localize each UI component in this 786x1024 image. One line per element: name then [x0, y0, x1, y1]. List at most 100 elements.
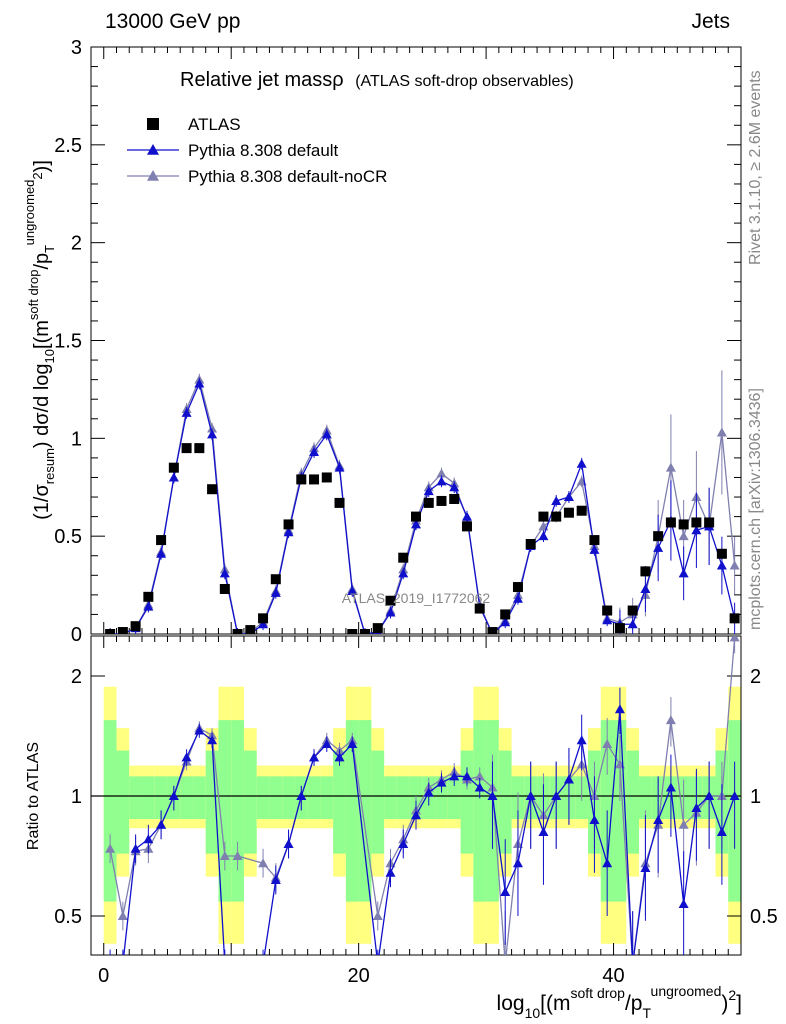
band-green [473, 720, 487, 902]
data-point [398, 839, 409, 848]
data-point [691, 803, 702, 812]
data-point [168, 472, 179, 482]
data-point [500, 617, 511, 627]
plot-title-sub: (ATLAS soft-drop observables) [355, 73, 573, 90]
data-point [461, 521, 472, 532]
data-point [602, 739, 613, 749]
data-point [105, 843, 116, 853]
data-point [653, 542, 664, 552]
band-green [154, 776, 168, 820]
data-point [487, 627, 498, 634]
data-point [423, 486, 434, 496]
data-point [449, 493, 460, 504]
data-point [474, 782, 485, 792]
data-point [538, 511, 549, 522]
plot-title-main: Relative jet massρ [180, 69, 344, 91]
y-tick-label: 1.5 [54, 331, 82, 353]
y-tick-label-right: 2 [750, 666, 761, 688]
data-point [704, 791, 715, 800]
band-green [129, 776, 142, 820]
data-point [665, 517, 676, 528]
mcplots-label: mcplots.cern.ch [arXiv:1306.3436] [747, 388, 764, 630]
data-point [576, 505, 587, 516]
data-point [258, 858, 269, 868]
data-point [678, 899, 689, 908]
data-point [665, 462, 676, 472]
data-point [385, 867, 396, 877]
data-point [385, 595, 396, 606]
data-point [296, 474, 307, 485]
data-point [678, 531, 689, 541]
data-point [321, 472, 332, 483]
data-point [207, 484, 218, 495]
band-green [307, 776, 321, 820]
data-point [411, 519, 421, 529]
data-point [309, 447, 320, 457]
data-point [716, 560, 727, 570]
data-point [411, 511, 421, 522]
y-tick-label: 3 [71, 37, 82, 59]
legend-marker [147, 144, 159, 155]
data-point [130, 621, 141, 632]
data-point [627, 619, 638, 629]
main-panel: 0 0.5 1 1.5 2 2.5 3 [54, 37, 742, 646]
legend: ATLAS Pythia 8.308 default Pythia 8.308 de… [127, 115, 387, 186]
data-point [628, 959, 638, 968]
data-point [309, 474, 320, 485]
band-green [447, 776, 461, 820]
band-green [243, 750, 257, 854]
data-point [512, 593, 523, 603]
data-point [563, 774, 574, 784]
data-point [449, 482, 460, 492]
data-point [640, 583, 651, 593]
data-point [525, 538, 536, 549]
data-point [283, 519, 294, 530]
data-point [207, 429, 218, 439]
band-green [231, 720, 244, 902]
band-green [320, 776, 334, 820]
data-point [398, 568, 409, 578]
data-point [614, 704, 625, 714]
data-point [640, 863, 651, 872]
data-point [461, 511, 472, 521]
legend-label: Pythia 8.308 default-noCR [188, 167, 387, 186]
band-green [333, 750, 346, 854]
y-tick-label: 1 [71, 786, 82, 808]
ratio-panel: 0 20 40 0.5 0.5 1 1 2 2 [54, 635, 778, 987]
data-point [321, 739, 332, 749]
header-right: Jets [691, 10, 730, 33]
data-point [538, 827, 549, 836]
data-point [347, 629, 358, 634]
data-point [321, 429, 332, 439]
data-point [665, 782, 676, 792]
data-point [461, 771, 472, 781]
y-tick-label: 2 [71, 666, 82, 688]
data-point [270, 875, 281, 884]
data-point [194, 443, 205, 454]
data-point [665, 715, 676, 725]
data-point [334, 462, 345, 472]
band-green [626, 750, 640, 854]
data-point [347, 739, 358, 749]
band-green [180, 776, 193, 820]
data-point [602, 615, 613, 625]
data-point [118, 959, 128, 968]
band-green [103, 720, 117, 902]
data-point [678, 568, 689, 578]
data-point [168, 791, 179, 800]
data-point [436, 495, 447, 506]
data-point [334, 752, 345, 762]
data-point [270, 587, 281, 597]
data-point [538, 531, 549, 541]
band-green [256, 776, 270, 820]
data-point [232, 629, 243, 634]
data-point [232, 851, 243, 860]
data-point [309, 752, 320, 762]
data-point [500, 609, 511, 620]
data-point [258, 959, 268, 968]
data-point [156, 548, 167, 558]
band-green [371, 750, 385, 854]
series-line [123, 709, 736, 955]
data-point [296, 791, 307, 800]
